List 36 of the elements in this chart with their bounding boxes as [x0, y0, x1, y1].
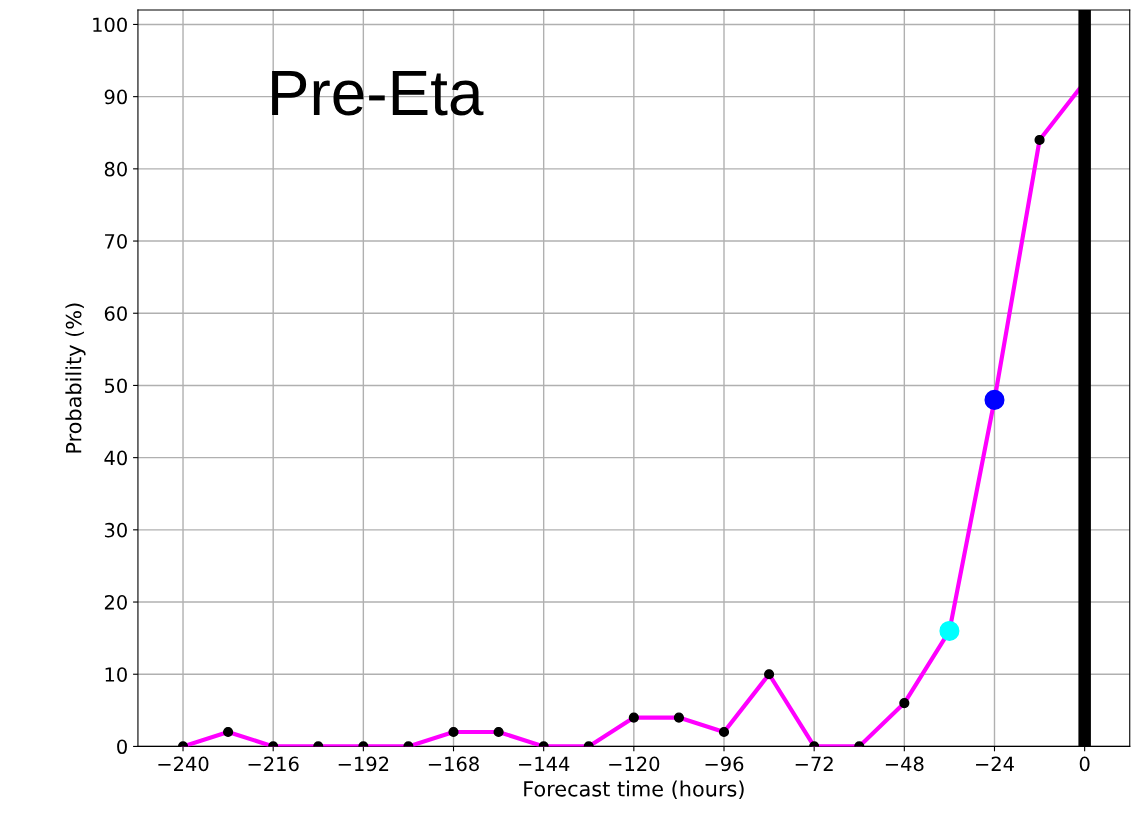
y-tick-label: 10 [105, 667, 127, 682]
y-axis-title: Probability (%) [65, 303, 86, 453]
y-tick-label: 40 [104, 450, 127, 466]
y-tick-label: 90 [104, 89, 127, 105]
x-tick-label: −120 [609, 756, 660, 772]
annotation: Pre-Eta [272, 70, 484, 116]
x-tick-label: −168 [428, 756, 479, 772]
x-tick-label: −24 [976, 756, 1014, 771]
x-tick-label: −96 [705, 756, 744, 772]
y-tick-label: 80 [104, 161, 127, 177]
y-tick-label: 60 [104, 306, 127, 321]
point [939, 620, 960, 641]
y-tick-label: 100 [93, 17, 127, 33]
point [493, 726, 504, 738]
y-tick-label: 70 [105, 234, 127, 249]
x-tick-label: −144 [519, 756, 570, 771]
point [448, 726, 459, 738]
x-tick-label: −240 [158, 756, 209, 772]
x-axis-title: Forecast time (hours) [524, 780, 744, 800]
x-tick-label: −48 [885, 756, 924, 772]
x-tick-label: 0 [1079, 756, 1090, 772]
y-tick-label: 50 [104, 378, 127, 394]
point [628, 712, 639, 723]
y-tick-label: 20 [104, 594, 127, 610]
x-tick-label: −72 [795, 756, 833, 771]
y-tick-label: 0 [117, 739, 127, 755]
x-tick-label: −216 [248, 756, 299, 772]
point [984, 389, 1005, 410]
point [673, 712, 685, 723]
point [1034, 134, 1045, 146]
point [718, 726, 730, 738]
point [899, 698, 910, 709]
y-tick-label: 30 [104, 522, 127, 538]
point [223, 726, 234, 738]
x-tick-label: −192 [338, 756, 389, 772]
point [763, 669, 775, 680]
